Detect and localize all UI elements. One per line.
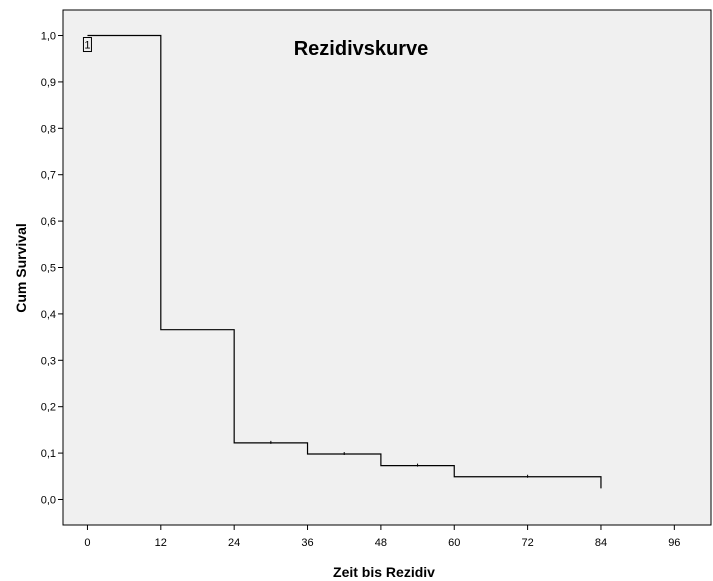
series-layer: 1 bbox=[82, 34, 602, 489]
chart-title: Rezidivskurve bbox=[294, 38, 429, 60]
x-tick-label: 84 bbox=[595, 537, 607, 549]
y-tick-label: 0,5 bbox=[41, 263, 56, 275]
x-tick-label: 0 bbox=[84, 537, 90, 549]
plot-area bbox=[62, 9, 712, 526]
y-tick-label: 0,6 bbox=[41, 216, 56, 228]
x-tick-label: 36 bbox=[301, 537, 313, 549]
y-tick-label: 0,3 bbox=[41, 355, 56, 367]
y-axis-title: Cum Survival bbox=[13, 223, 29, 312]
x-tick-label: 24 bbox=[228, 537, 240, 549]
y-tick-label: 0,8 bbox=[41, 123, 56, 135]
x-tick-label: 96 bbox=[668, 537, 680, 549]
y-tick-label: 0,2 bbox=[41, 402, 56, 414]
x-axis: 0 12 24 36 48 60 72 84 96 bbox=[84, 525, 680, 549]
survival-curve bbox=[87, 34, 602, 489]
series-label-box bbox=[82, 37, 92, 53]
y-axis: 0,0 0,1 0,2 0,3 0,4 0,5 0,6 0,7 0,8 0,9 1,0 bbox=[41, 31, 63, 506]
y-tick-label: 1,0 bbox=[41, 31, 56, 43]
y-tick-label: 0,1 bbox=[41, 448, 56, 460]
x-tick-label: 12 bbox=[155, 537, 167, 549]
x-tick-label: 60 bbox=[448, 537, 460, 549]
x-tick-label: 72 bbox=[521, 537, 533, 549]
y-tick-label: 0,4 bbox=[41, 309, 56, 321]
y-tick-label: 0,0 bbox=[41, 494, 56, 506]
y-tick-label: 0,9 bbox=[41, 77, 56, 89]
x-axis-title: Zeit bis Rezidiv bbox=[333, 564, 435, 580]
x-tick-label: 48 bbox=[375, 537, 387, 549]
y-tick-label: 0,7 bbox=[41, 170, 56, 182]
series-label: 1 bbox=[84, 40, 90, 52]
